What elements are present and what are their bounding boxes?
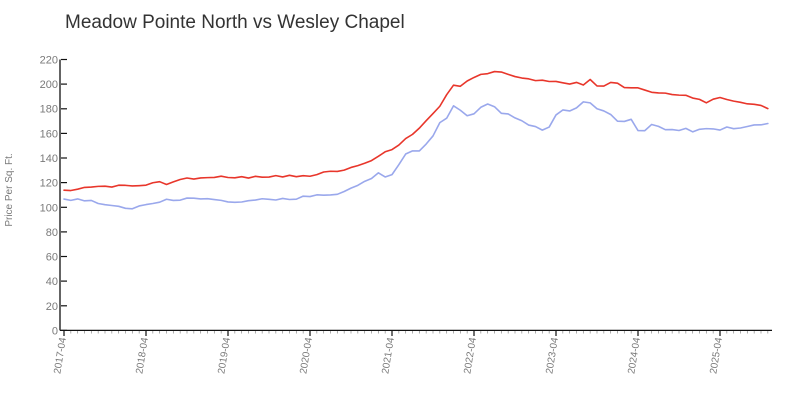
- svg-text:2023-04: 2023-04: [544, 336, 561, 374]
- svg-text:2020-04: 2020-04: [298, 336, 315, 374]
- svg-text:2019-04: 2019-04: [216, 336, 233, 374]
- svg-text:220: 220: [40, 55, 58, 67]
- svg-text:140: 140: [40, 153, 58, 165]
- svg-text:2017-04: 2017-04: [52, 336, 69, 374]
- svg-text:2024-04: 2024-04: [626, 336, 643, 374]
- svg-text:2018-04: 2018-04: [134, 336, 151, 374]
- svg-text:200: 200: [40, 79, 58, 91]
- svg-text:2022-04: 2022-04: [462, 336, 479, 374]
- svg-text:2021-04: 2021-04: [380, 336, 397, 374]
- svg-text:40: 40: [46, 276, 58, 288]
- svg-text:100: 100: [40, 202, 58, 214]
- svg-text:Price Per Sq. Ft.: Price Per Sq. Ft.: [4, 153, 15, 226]
- svg-text:180: 180: [40, 104, 58, 116]
- svg-text:80: 80: [46, 227, 58, 239]
- svg-text:160: 160: [40, 128, 58, 140]
- svg-text:20: 20: [46, 301, 58, 313]
- svg-text:2025-04: 2025-04: [708, 336, 725, 374]
- svg-text:60: 60: [46, 252, 58, 264]
- svg-text:120: 120: [40, 178, 58, 190]
- svg-text:Meadow Pointe North vs Wesley: Meadow Pointe North vs Wesley Chapel: [65, 12, 405, 33]
- svg-text:0: 0: [52, 325, 58, 337]
